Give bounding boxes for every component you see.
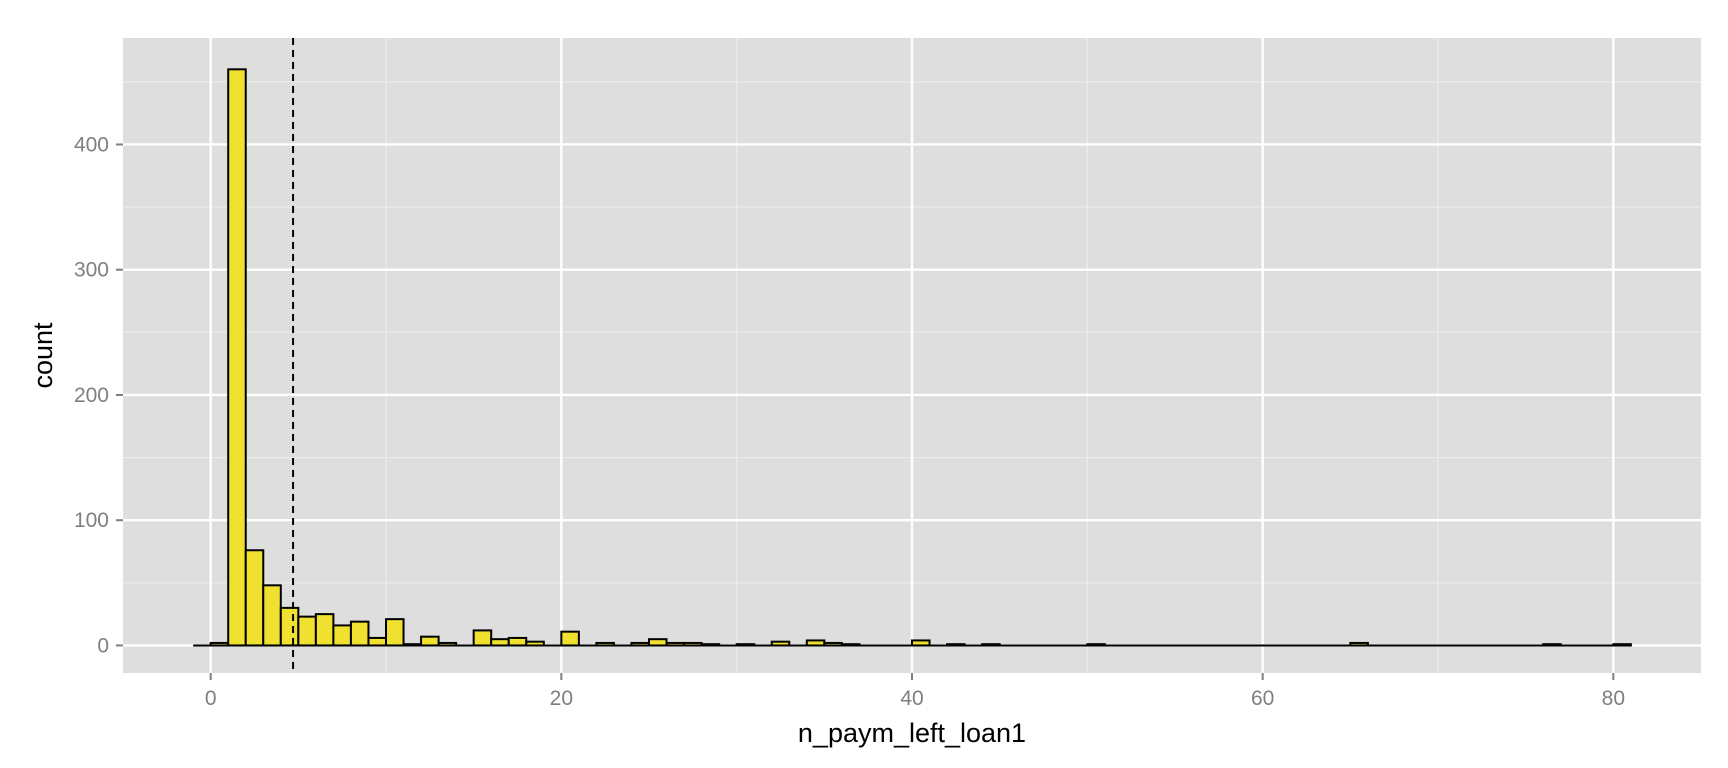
histogram-bar bbox=[630, 641, 651, 647]
histogram-bar bbox=[823, 641, 843, 647]
histogram-bar bbox=[805, 639, 826, 647]
histogram-bar bbox=[981, 643, 1001, 647]
histogram-bar bbox=[560, 630, 580, 647]
x-tick-label: 0 bbox=[205, 687, 217, 710]
x-tick-label: 60 bbox=[1251, 687, 1274, 710]
x-tick-label: 20 bbox=[550, 687, 573, 710]
histogram-bar bbox=[507, 636, 528, 647]
histogram-bar bbox=[683, 641, 703, 647]
histogram-bar bbox=[227, 68, 247, 647]
histogram-bar bbox=[735, 643, 756, 647]
histogram-bar bbox=[297, 615, 317, 647]
histogram-bar bbox=[244, 549, 265, 647]
histogram-bar bbox=[648, 638, 668, 647]
histogram-bar bbox=[770, 640, 791, 647]
y-tick-label: 100 bbox=[74, 509, 109, 532]
histogram-bar bbox=[279, 606, 300, 647]
x-tick-label: 80 bbox=[1602, 687, 1625, 710]
x-tick-label: 40 bbox=[900, 687, 923, 710]
histogram-bar bbox=[402, 643, 423, 647]
histogram-bar bbox=[490, 638, 510, 647]
histogram-bar bbox=[209, 641, 230, 647]
histogram-bar bbox=[525, 640, 545, 647]
histogram-bar bbox=[840, 643, 861, 647]
y-tick-label: 400 bbox=[74, 133, 109, 156]
histogram-bar bbox=[911, 639, 931, 647]
histogram-bar bbox=[1349, 641, 1369, 647]
histogram-bar bbox=[595, 641, 615, 647]
y-axis-title: count bbox=[28, 322, 58, 389]
histogram-bar bbox=[385, 618, 405, 647]
histogram-bar bbox=[472, 629, 493, 647]
histogram-bar bbox=[349, 620, 370, 647]
x-axis-title: n_paym_left_loan1 bbox=[798, 718, 1026, 748]
histogram-bar bbox=[1542, 643, 1562, 647]
histogram-bar bbox=[367, 636, 388, 647]
histogram-bar bbox=[262, 584, 282, 647]
histogram-bar bbox=[665, 641, 686, 647]
histogram-bar bbox=[332, 624, 352, 647]
y-tick-label: 200 bbox=[74, 384, 109, 407]
axis-ticks: 0 20 40 60 80 0 100 200 300 400 bbox=[74, 133, 1625, 710]
histogram-bars bbox=[209, 68, 1632, 647]
y-tick-label: 0 bbox=[97, 634, 109, 657]
histogram-bar bbox=[420, 635, 440, 647]
y-tick-label: 300 bbox=[74, 259, 109, 282]
histogram-bar bbox=[700, 643, 721, 647]
histogram-bar bbox=[437, 641, 458, 647]
histogram-bar bbox=[1612, 643, 1632, 647]
histogram-bar bbox=[1086, 643, 1106, 647]
histogram-bar bbox=[314, 613, 335, 647]
histogram-bar bbox=[946, 643, 966, 647]
